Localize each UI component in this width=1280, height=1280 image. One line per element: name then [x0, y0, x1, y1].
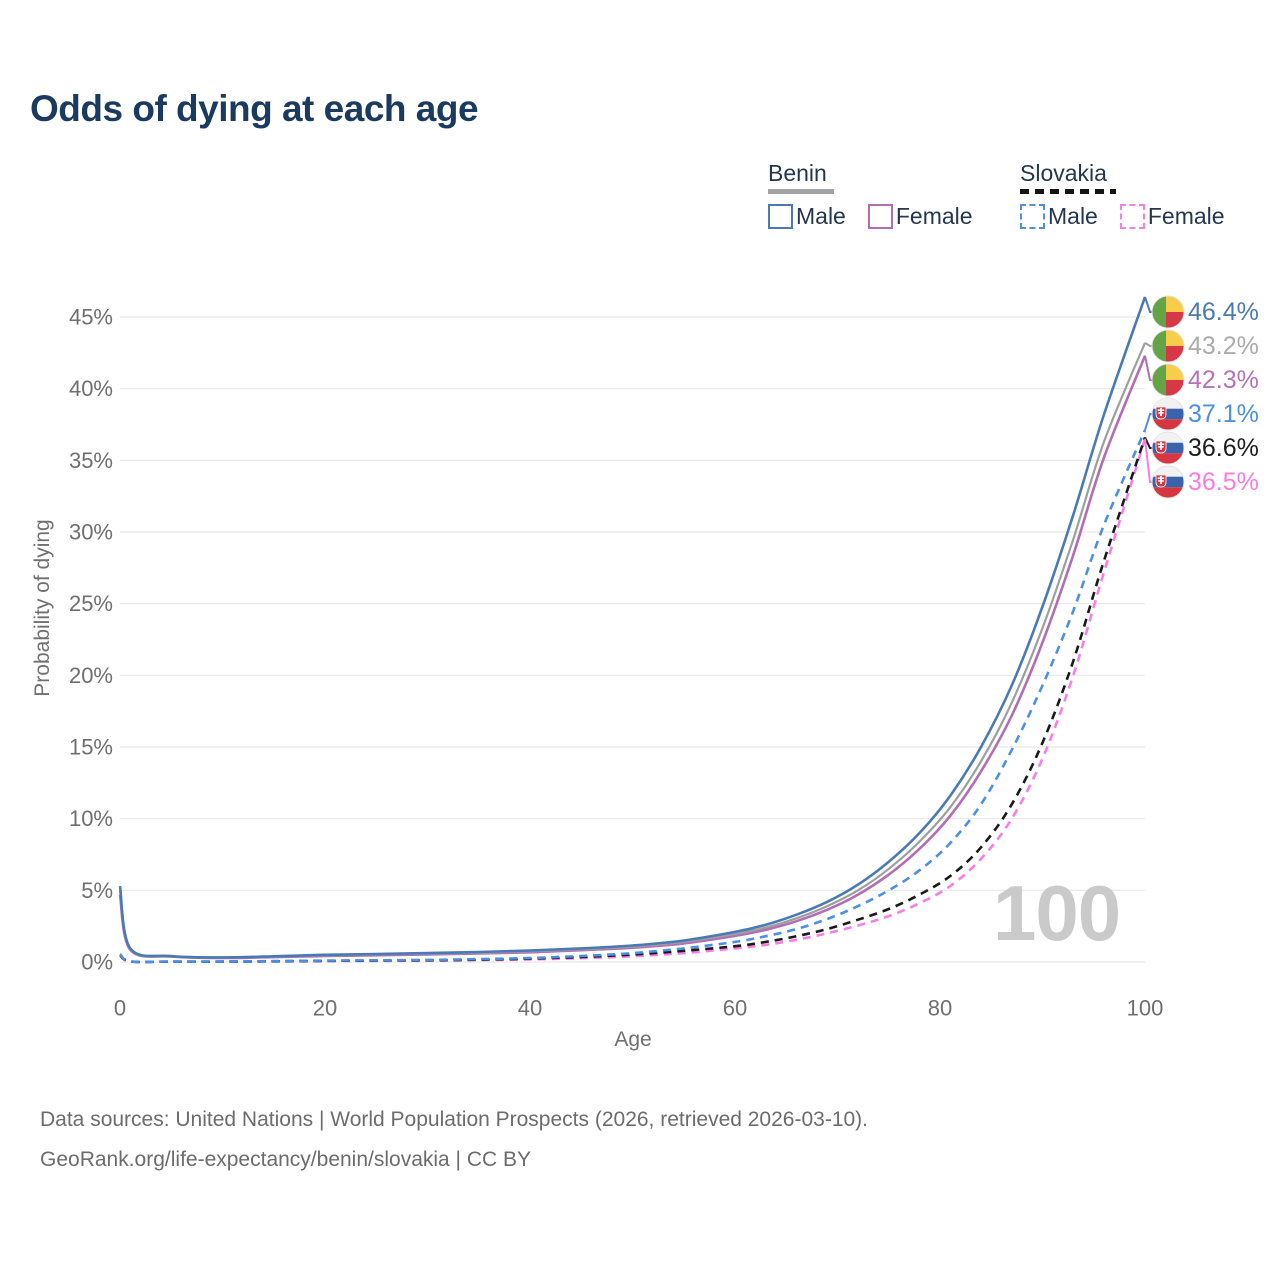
x-tick-label: 40 [518, 996, 542, 1021]
series-line-slovakia-female[interactable] [119, 438, 1147, 964]
benin-flag-icon [1151, 329, 1185, 363]
series-line-benin-both[interactable] [118, 342, 1147, 959]
y-tick-label: 30% [69, 520, 113, 545]
x-axis-title: Age [614, 1028, 652, 1051]
legend-swatch-benin-female[interactable] [867, 204, 893, 229]
end-value-label-benin-male: 46.4% [1188, 298, 1259, 326]
legend-swatch-benin-male[interactable] [768, 204, 793, 229]
footer-attribution-link: GeoRank.org/life-expectancy/benin/slovak… [40, 1148, 532, 1171]
slovakia-flag-icon [1151, 397, 1185, 431]
page-title: Odds of dying at each age [30, 88, 479, 129]
legend-swatch-slovakia-female[interactable] [1119, 204, 1145, 229]
y-tick-label: 45% [69, 305, 113, 330]
x-tick-label: 100 [1127, 996, 1164, 1021]
legend-label-benin-female[interactable]: Female [895, 203, 973, 229]
x-tick-label: 0 [114, 996, 126, 1021]
legend-line-sample-benin [768, 189, 834, 194]
series-line-benin-female[interactable] [118, 355, 1147, 960]
benin-flag-icon [1151, 363, 1185, 397]
legend-label-benin-male[interactable]: Male [796, 203, 846, 229]
x-tick-label: 20 [313, 996, 337, 1021]
slovakia-flag-icon [1151, 465, 1185, 499]
series-line-benin-male[interactable] [118, 296, 1147, 959]
y-tick-label: 5% [81, 878, 113, 903]
end-value-label-slovakia-female: 36.5% [1188, 468, 1259, 496]
label-connector [1144, 355, 1153, 381]
legend-line-sample-slovakia [1020, 189, 1116, 194]
legend-country-benin[interactable]: Benin [768, 160, 827, 186]
footer-data-sources: Data sources: United Nations | World Pop… [40, 1108, 869, 1131]
end-value-label-slovakia-male: 37.1% [1188, 400, 1259, 428]
legend-group-slovakia: Slovakia Male Female [1020, 160, 1247, 230]
legend-label-slovakia-female[interactable]: Female [1147, 203, 1225, 229]
legend-country-slovakia[interactable]: Slovakia [1020, 160, 1107, 186]
series-line-slovakia-male[interactable] [119, 429, 1147, 964]
y-tick-label: 10% [69, 806, 113, 831]
legend-label-slovakia-male[interactable]: Male [1048, 203, 1098, 229]
y-tick-label: 35% [69, 448, 113, 473]
series-line-slovakia-both[interactable] [119, 436, 1147, 964]
x-tick-label: 80 [928, 996, 952, 1021]
end-value-label-benin-female: 42.3% [1188, 366, 1259, 394]
benin-flag-icon [1151, 295, 1185, 329]
y-tick-label: 15% [69, 735, 113, 760]
legend-swatch-slovakia-male[interactable] [1020, 204, 1045, 229]
legend-group-benin: Benin Male Female [768, 160, 995, 230]
end-value-label-benin-both: 43.2% [1188, 332, 1259, 360]
slovakia-flag-icon [1151, 431, 1185, 465]
y-tick-label: 0% [81, 950, 113, 975]
end-value-label-slovakia-both: 36.6% [1188, 434, 1259, 462]
y-tick-label: 40% [69, 376, 113, 401]
y-tick-label: 20% [69, 663, 113, 688]
age-counter-watermark: 100 [993, 869, 1121, 957]
x-tick-label: 60 [723, 996, 747, 1021]
y-tick-label: 25% [69, 591, 113, 616]
